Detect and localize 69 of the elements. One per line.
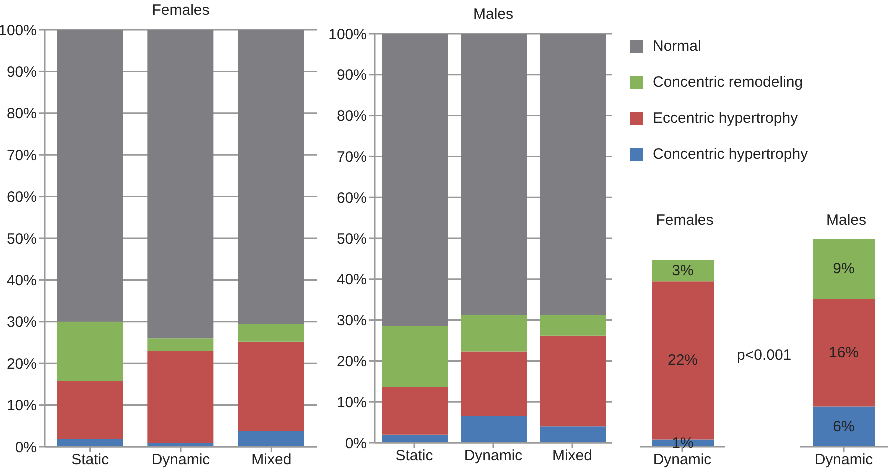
y-tick-label: 100% xyxy=(328,26,367,44)
bar xyxy=(57,439,123,447)
y-tick-label: 20% xyxy=(336,354,367,371)
bar xyxy=(461,314,527,352)
bar xyxy=(57,382,123,440)
text: p<0.001 xyxy=(737,347,792,364)
bar xyxy=(382,326,448,388)
y-tick-label: 90% xyxy=(336,67,367,84)
bar xyxy=(148,443,214,447)
bar xyxy=(540,426,606,443)
data-label: 1% xyxy=(672,434,694,452)
y-tick-label: 90% xyxy=(6,64,37,82)
x-tick-label: Dynamic xyxy=(814,452,874,469)
x-tick-label: Mixed xyxy=(252,452,292,469)
bar xyxy=(238,30,304,324)
y-tick-label: 80% xyxy=(6,106,37,123)
bar xyxy=(382,387,448,435)
bar xyxy=(238,324,304,342)
y-tick-label: 40% xyxy=(336,272,367,289)
bar xyxy=(148,351,214,444)
x-tick-label: Dynamic xyxy=(653,452,712,469)
y-tick-label: 30% xyxy=(336,312,367,330)
y-tick-label: 40% xyxy=(6,272,37,290)
legend-label: Concentric remodeling xyxy=(653,74,804,90)
bar xyxy=(238,431,304,447)
y-tick-label: 70% xyxy=(6,147,37,164)
data-label: 6% xyxy=(833,418,855,436)
legend-label: Eccentric hypertrophy xyxy=(653,110,798,126)
x-tick-label: Dynamic xyxy=(464,448,524,465)
y-tick-label: 50% xyxy=(6,230,37,248)
bar xyxy=(57,30,123,322)
bar xyxy=(57,322,123,382)
data-label: 9% xyxy=(833,260,855,278)
bar xyxy=(461,34,527,315)
chart-title: Females xyxy=(151,2,211,19)
data-label: 22% xyxy=(668,352,698,370)
y-tick-label: 50% xyxy=(336,230,367,248)
bar xyxy=(148,30,214,339)
y-tick-label: 60% xyxy=(336,190,367,207)
y-tick-label: 70% xyxy=(336,149,367,166)
bar xyxy=(382,34,448,326)
chart-title: Females xyxy=(655,212,715,229)
x-tick-label: Static xyxy=(72,452,110,469)
chart-title: Males xyxy=(825,212,868,229)
bar xyxy=(238,342,304,432)
chart-title: Males xyxy=(472,6,514,23)
y-tick-label: 10% xyxy=(336,394,367,412)
y-tick-label: 30% xyxy=(6,314,37,332)
y-tick-label: 0% xyxy=(345,435,367,452)
legend-label: Concentric hypertrophy xyxy=(653,146,808,162)
y-tick-label: 100% xyxy=(0,22,37,40)
bar xyxy=(461,352,527,416)
x-tick-label: Static xyxy=(396,448,434,465)
bar xyxy=(461,416,527,443)
y-tick-label: 0% xyxy=(15,439,37,456)
data-label: 3% xyxy=(672,262,694,280)
legend-label: Normal xyxy=(653,38,702,54)
bar xyxy=(540,34,606,315)
bar xyxy=(382,434,448,443)
bar xyxy=(540,314,606,336)
x-tick-label: Mixed xyxy=(552,448,593,465)
y-tick-label: 60% xyxy=(6,189,37,206)
bar xyxy=(148,338,214,352)
bar xyxy=(540,336,606,427)
data-label: 16% xyxy=(828,344,860,362)
y-tick-label: 20% xyxy=(6,356,37,373)
y-tick-label: 80% xyxy=(336,108,367,126)
y-tick-label: 10% xyxy=(6,398,37,415)
x-tick-label: Dynamic xyxy=(152,452,211,469)
